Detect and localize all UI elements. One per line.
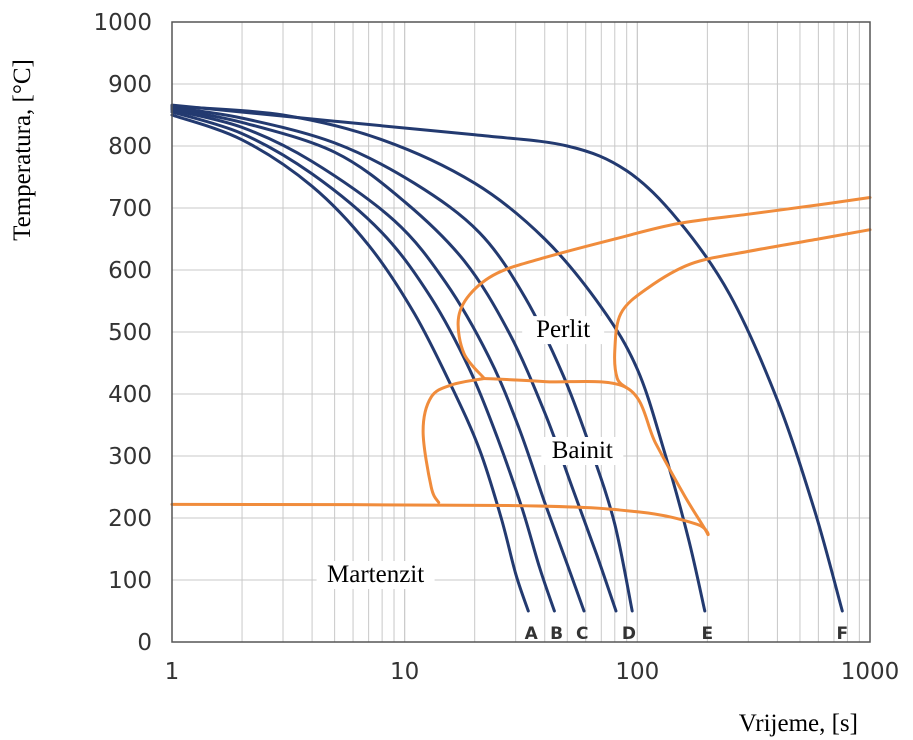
cooling-curve-a: [170, 113, 530, 613]
line-perlit-start: [456, 196, 872, 380]
plot-frame: [171, 21, 871, 643]
curve-end-label-c: C: [576, 624, 588, 644]
cooling-curve-d: [170, 107, 618, 613]
x-tick-label: 1000: [841, 659, 900, 685]
y-tick-label: 800: [108, 134, 152, 160]
x-tick-label: 1: [165, 659, 180, 685]
line-perlit-end: [613, 228, 872, 390]
y-tick-label: 1000: [93, 10, 152, 36]
cooling-curve-e: [170, 106, 634, 613]
region-label-bg: [316, 561, 435, 589]
region-label-martenzit: Martenzit: [327, 561, 424, 588]
curve-end-label-f: F: [836, 624, 848, 644]
cooling-curve-c: [170, 108, 586, 613]
y-tick-label: 300: [108, 444, 152, 470]
y-axis-label: Temperatura, [°C]: [9, 59, 36, 241]
y-tick-label: 500: [108, 320, 152, 346]
y-tick-label: 200: [108, 506, 152, 532]
transformation-lines: [170, 196, 872, 537]
line-bainit-end: [170, 377, 710, 537]
y-tick-labels: 0 100 200 300 400 500 600 700 800 900 1000: [93, 10, 152, 656]
y-tick-label: 0: [137, 630, 152, 656]
region-label-bg: [522, 316, 605, 345]
cooling-curve-f: [170, 104, 707, 613]
region-label-bainit: Bainit: [552, 437, 613, 464]
curve-end-label-a: A: [525, 624, 539, 644]
cooling-curves: [170, 103, 844, 613]
y-tick-label: 900: [108, 72, 152, 98]
region-label-bg: [541, 437, 624, 465]
curve-end-label-e: E: [702, 624, 714, 644]
curve-end-label-b: B: [550, 624, 563, 644]
y-tick-label: 600: [108, 258, 152, 284]
region-labels: Perlit Bainit Martenzit: [316, 316, 624, 589]
x-tick-label: 100: [615, 659, 659, 685]
y-tick-label: 400: [108, 382, 152, 408]
curve-end-label-d: D: [622, 624, 636, 644]
y-tick-label: 700: [108, 196, 152, 222]
cooling-curve-g: [170, 103, 844, 613]
cooling-curve-b: [170, 110, 556, 613]
x-axis-label: Vrijeme, [s]: [739, 710, 858, 737]
region-label-perlit: Perlit: [536, 316, 590, 343]
y-tick-label: 100: [108, 568, 152, 594]
x-tick-labels: 1 10 100 1000: [165, 659, 900, 685]
line-bainit-start: [421, 377, 486, 504]
x-tick-label: 10: [390, 659, 419, 685]
